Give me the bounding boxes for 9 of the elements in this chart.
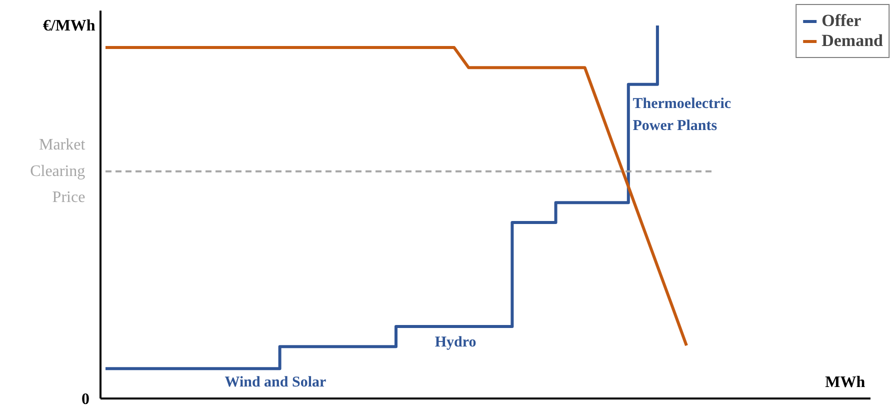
y-axis-title: €/MWh: [42, 18, 96, 35]
annotation: Hydro: [434, 334, 476, 351]
legend-label: Offer: [822, 11, 862, 31]
ref-line-label: Market Clearing Price: [30, 136, 86, 206]
annotation: Thermoelectric Power Plants: [632, 96, 732, 134]
text: MWh: [825, 374, 866, 391]
annotation: Wind and Solar: [224, 374, 326, 390]
text: 0: [82, 391, 90, 408]
legend-label: Demand: [822, 31, 883, 51]
